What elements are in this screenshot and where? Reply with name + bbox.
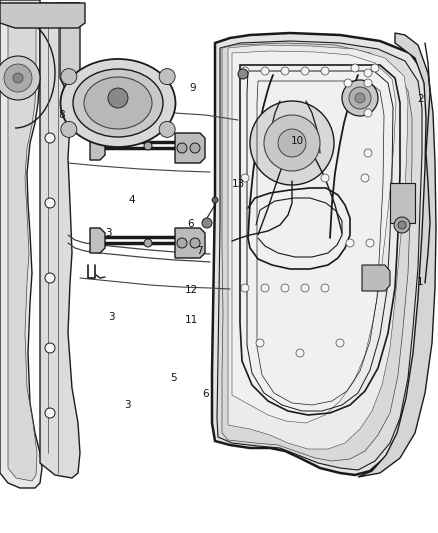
Circle shape [13,73,23,83]
Polygon shape [8,3,37,481]
Text: 11: 11 [185,315,198,325]
Polygon shape [60,3,80,98]
Text: 3: 3 [124,400,131,410]
Circle shape [45,198,55,208]
Circle shape [351,64,359,72]
Circle shape [212,197,218,203]
Polygon shape [175,133,205,163]
Text: 3: 3 [105,229,112,238]
Text: 12: 12 [185,286,198,295]
Circle shape [278,129,306,157]
Circle shape [241,174,249,182]
Circle shape [355,93,365,103]
Text: 3: 3 [108,312,115,322]
Text: 4: 4 [128,195,135,205]
Polygon shape [362,265,390,291]
Circle shape [321,67,329,75]
Polygon shape [390,183,415,223]
Circle shape [366,239,374,247]
Circle shape [394,217,410,233]
Circle shape [241,284,249,292]
Circle shape [296,349,304,357]
Polygon shape [232,51,396,423]
Circle shape [144,142,152,150]
Polygon shape [228,45,408,449]
Text: 2: 2 [417,94,424,103]
Circle shape [45,343,55,353]
Circle shape [364,109,372,117]
Circle shape [301,284,309,292]
Text: 5: 5 [170,374,177,383]
Text: 6: 6 [202,390,209,399]
Circle shape [261,284,269,292]
Text: 8: 8 [58,110,65,119]
Circle shape [177,143,187,153]
Text: 10: 10 [291,136,304,146]
Polygon shape [222,43,412,461]
Ellipse shape [84,77,152,129]
Circle shape [398,221,406,229]
Circle shape [371,64,379,72]
Circle shape [45,133,55,143]
Circle shape [281,284,289,292]
Circle shape [264,115,320,171]
Circle shape [202,218,212,228]
Circle shape [108,88,128,108]
Circle shape [321,174,329,182]
Polygon shape [0,3,85,28]
Text: 6: 6 [187,219,194,229]
Circle shape [256,339,264,347]
Ellipse shape [60,59,176,147]
Text: 9: 9 [189,83,196,93]
Circle shape [177,238,187,248]
Circle shape [45,408,55,418]
Circle shape [144,239,152,247]
Circle shape [238,69,248,79]
Circle shape [301,67,309,75]
Polygon shape [0,0,42,488]
Circle shape [321,284,329,292]
Circle shape [342,80,378,116]
Circle shape [344,79,352,87]
Ellipse shape [73,69,163,137]
Circle shape [281,67,289,75]
Polygon shape [175,228,205,258]
Circle shape [364,69,372,77]
Circle shape [159,122,175,138]
Polygon shape [212,33,430,475]
Circle shape [346,239,354,247]
Circle shape [364,149,372,157]
Polygon shape [40,3,80,478]
Polygon shape [90,133,105,160]
Circle shape [159,69,175,85]
Circle shape [4,64,32,92]
Circle shape [349,87,371,109]
Polygon shape [358,33,436,477]
Circle shape [336,339,344,347]
Circle shape [361,174,369,182]
Circle shape [250,101,334,185]
Text: 1: 1 [417,278,424,287]
Text: 13: 13 [232,179,245,189]
Polygon shape [217,41,422,470]
Circle shape [241,67,249,75]
Circle shape [190,143,200,153]
Circle shape [261,67,269,75]
Text: 7: 7 [196,246,203,255]
Circle shape [190,238,200,248]
Circle shape [61,69,77,85]
Circle shape [45,273,55,283]
Circle shape [61,122,77,138]
Circle shape [0,56,40,100]
Polygon shape [90,228,105,253]
Circle shape [364,79,372,87]
